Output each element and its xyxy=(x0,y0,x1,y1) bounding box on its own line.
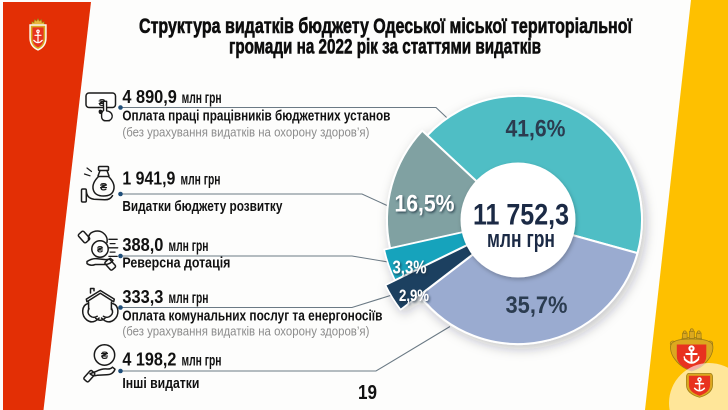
svg-text:млн грн: млн грн xyxy=(487,226,555,253)
svg-text:2,9%: 2,9% xyxy=(399,286,429,305)
svg-text:млн грн: млн грн xyxy=(181,172,221,189)
svg-text:388,0: 388,0 xyxy=(122,235,163,255)
svg-text:₴: ₴ xyxy=(97,245,104,256)
svg-text:16,5%: 16,5% xyxy=(395,191,455,218)
svg-text:41,6%: 41,6% xyxy=(506,116,566,143)
svg-text:4 198,2: 4 198,2 xyxy=(122,350,176,370)
svg-text:35,7%: 35,7% xyxy=(506,292,568,319)
svg-text:Оплата комунальних послуг та е: Оплата комунальних послуг та енергоносії… xyxy=(122,308,382,325)
svg-text:Структура видатків бюджету Оде: Структура видатків бюджету Одеської місь… xyxy=(139,15,633,38)
svg-text:333,3: 333,3 xyxy=(122,287,163,307)
svg-text:громади на 2022 рік за статтям: громади на 2022 рік за статтями видатків xyxy=(229,35,541,58)
svg-text:(без урахування видатків на ох: (без урахування видатків на охорону здор… xyxy=(122,124,369,139)
svg-text:3,3%: 3,3% xyxy=(393,258,427,278)
svg-text:млн грн: млн грн xyxy=(169,290,209,307)
svg-text:Інші видатки: Інші видатки xyxy=(122,375,199,392)
svg-text:(без урахування видатків на ох: (без урахування видатків на охорону здор… xyxy=(122,324,369,339)
svg-text:19: 19 xyxy=(358,382,377,404)
svg-text:млн грн: млн грн xyxy=(169,238,209,255)
svg-text:Оплата праці працівників бюдже: Оплата праці працівників бюджетних устан… xyxy=(122,108,390,125)
svg-text:₴: ₴ xyxy=(98,97,105,109)
svg-text:Видатки бюджету розвитку: Видатки бюджету розвитку xyxy=(122,198,282,215)
svg-text:млн грн: млн грн xyxy=(182,353,222,370)
svg-text:4 890,9: 4 890,9 xyxy=(122,87,176,107)
svg-text:1 941,9: 1 941,9 xyxy=(122,169,175,189)
svg-text:₴: ₴ xyxy=(101,350,109,362)
svg-text:₴: ₴ xyxy=(100,182,108,194)
svg-text:Реверсна дотація: Реверсна дотація xyxy=(122,255,230,272)
svg-text:11 752,3: 11 752,3 xyxy=(473,199,569,232)
svg-text:млн грн: млн грн xyxy=(182,90,222,107)
